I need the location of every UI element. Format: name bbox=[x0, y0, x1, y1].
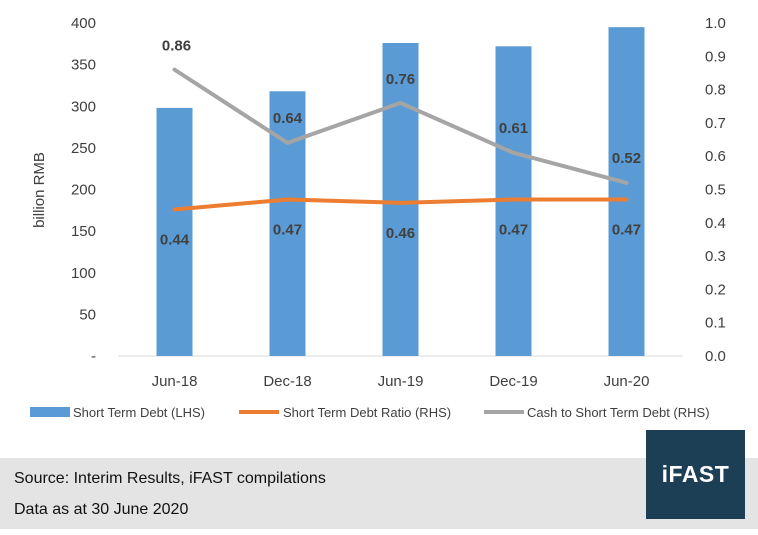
bar bbox=[156, 107, 193, 356]
y-tick-label-left: 200 bbox=[71, 182, 96, 199]
y-tick-label-left: 100 bbox=[71, 265, 96, 282]
data-label-cash: 0.86 bbox=[162, 38, 191, 55]
data-label-cash: 0.52 bbox=[612, 150, 641, 167]
y-tick-label-right: 0.0 bbox=[705, 348, 726, 365]
chart: - 50 100 150 200 250 300 350 400 0.0 0.1 0.2 0.3 0.4 0… bbox=[30, 15, 726, 420]
data-date-text: Data as at 30 June 2020 bbox=[14, 501, 189, 518]
y-axis-title: billion RMB bbox=[31, 152, 48, 228]
legend-label-short-term-debt: Short Term Debt (LHS) bbox=[73, 405, 205, 420]
data-label-ratio: 0.47 bbox=[273, 221, 302, 238]
y-tick-label-right: 0.9 bbox=[705, 48, 726, 65]
data-label-cash: 0.61 bbox=[499, 120, 528, 137]
x-tick-label: Jun-18 bbox=[152, 373, 198, 390]
y-tick-label-right: 0.8 bbox=[705, 82, 726, 99]
legend-swatch-short-term-debt-ratio bbox=[239, 410, 279, 414]
legend-swatch-cash-to-short-term-debt bbox=[484, 410, 524, 414]
y-tick-label-right: 0.6 bbox=[705, 148, 726, 165]
bar bbox=[382, 42, 419, 356]
y-tick-label-right: 0.2 bbox=[705, 281, 726, 298]
data-label-ratio: 0.47 bbox=[499, 221, 528, 238]
legend-label-cash-to-short-term-debt: Cash to Short Term Debt (RHS) bbox=[527, 405, 710, 420]
legend: Short Term Debt (LHS) Short Term Debt Ra… bbox=[30, 405, 710, 420]
y-tick-label-right: 0.4 bbox=[705, 215, 726, 232]
data-label-ratio: 0.47 bbox=[612, 221, 641, 238]
y-tick-label-right: 0.1 bbox=[705, 315, 726, 332]
bar bbox=[608, 27, 645, 356]
y-tick-label-left: 300 bbox=[71, 98, 96, 115]
x-tick-label: Jun-19 bbox=[378, 373, 424, 390]
y-tick-label-right: 0.3 bbox=[705, 248, 726, 265]
data-label-cash: 0.76 bbox=[386, 71, 415, 88]
plot-area: - 50 100 150 200 250 300 350 400 0.0 0.1 0.2 0.3 0.4 0… bbox=[71, 15, 726, 390]
ifast-logo: iFAST bbox=[646, 430, 745, 519]
brand-name: iFAST bbox=[661, 461, 730, 487]
x-tick-label: Jun-20 bbox=[604, 373, 650, 390]
source-footer: Source: Interim Results, iFAST compilati… bbox=[0, 458, 758, 529]
data-label-cash: 0.64 bbox=[273, 110, 303, 127]
legend-swatch-short-term-debt bbox=[30, 407, 70, 417]
source-text: Source: Interim Results, iFAST compilati… bbox=[14, 470, 326, 487]
y-tick-label-right: 0.5 bbox=[705, 182, 726, 199]
data-label-ratio: 0.46 bbox=[386, 225, 415, 242]
y-tick-label-left: - bbox=[91, 348, 96, 365]
series-line-cash-to-short-term-debt bbox=[172, 67, 629, 185]
x-tick-label: Dec-19 bbox=[489, 373, 537, 390]
y-tick-label-left: 150 bbox=[71, 223, 96, 240]
y-tick-label-right: 1.0 bbox=[705, 15, 726, 32]
data-label-ratio: 0.44 bbox=[160, 231, 190, 248]
series-line-short-term-debt-ratio bbox=[172, 197, 629, 212]
legend-label-short-term-debt-ratio: Short Term Debt Ratio (RHS) bbox=[283, 405, 451, 420]
y-tick-label-left: 50 bbox=[79, 306, 96, 323]
y-tick-label-right: 0.7 bbox=[705, 115, 726, 132]
x-tick-label: Dec-18 bbox=[263, 373, 311, 390]
y-tick-label-left: 350 bbox=[71, 57, 96, 74]
y-tick-label-left: 250 bbox=[71, 140, 96, 157]
y-tick-label-left: 400 bbox=[71, 15, 96, 32]
